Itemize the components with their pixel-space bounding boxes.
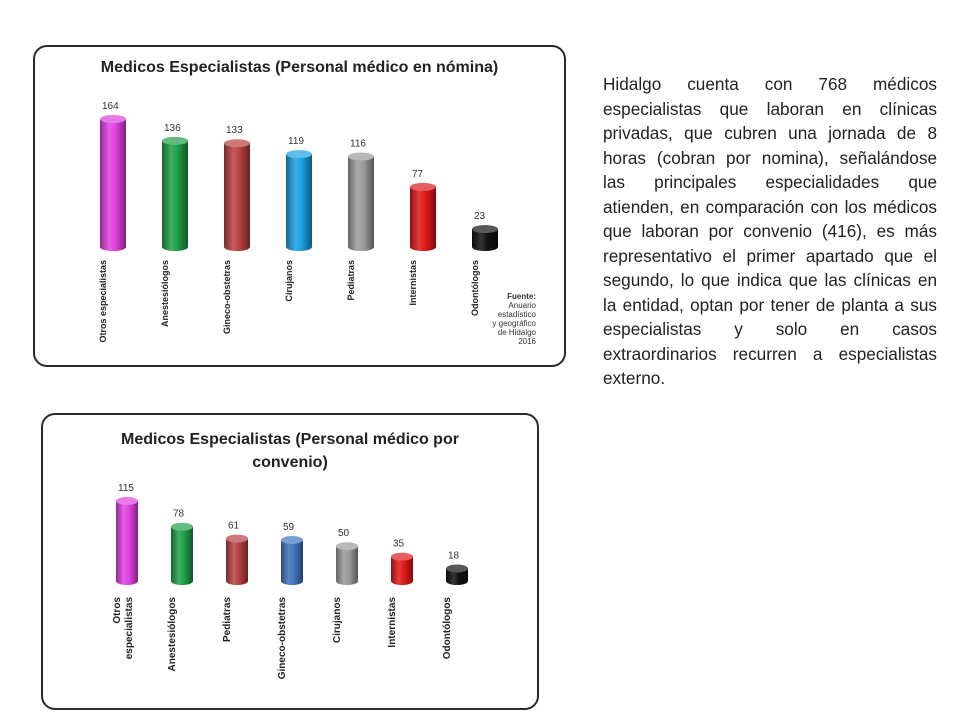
category-label: Gineco-obstetras — [222, 260, 232, 334]
chart-title: Medicos Especialistas (Personal médico e… — [100, 59, 499, 76]
category-label: Internistas — [387, 597, 398, 648]
chart-title: Medicos Especialistas (Personal médico p… — [121, 431, 459, 471]
data-label: 50 — [338, 528, 350, 539]
data-label: 133 — [226, 125, 243, 136]
category-label: Internistas — [408, 260, 418, 306]
source-label: Fuente: — [507, 292, 536, 301]
bar — [336, 542, 358, 585]
source-note: Fuente: Anuario estadístico y geográfico… — [476, 292, 536, 346]
category-label: Anestesiólogos — [167, 597, 178, 672]
data-label: 115 — [118, 483, 134, 494]
bar — [171, 522, 193, 585]
data-label: 59 — [283, 522, 295, 533]
description-paragraph: Hidalgo cuenta con 768 médicos especiali… — [603, 74, 937, 388]
chart-panel-convenio: Medicos Especialistas (Personal médico p… — [41, 413, 539, 710]
category-label: Otrosespecialistas — [112, 597, 135, 660]
bar — [348, 152, 374, 251]
data-label: 78 — [173, 509, 185, 520]
data-label: 136 — [164, 123, 181, 134]
bar — [100, 115, 126, 251]
bar — [410, 182, 436, 251]
data-label: 164 — [102, 101, 119, 112]
data-label: 35 — [393, 539, 405, 550]
source-line: y geográfico — [492, 319, 536, 328]
chart-panel-nomina: Medicos Especialistas (Personal médico e… — [33, 45, 566, 367]
source-line: 2016 — [518, 337, 536, 346]
bar — [391, 552, 413, 585]
bar — [286, 150, 312, 251]
bar — [226, 534, 248, 585]
bar — [162, 136, 188, 251]
data-label: 61 — [228, 521, 240, 532]
bar — [281, 535, 303, 585]
category-label: Pediatras — [346, 260, 356, 301]
category-label: Pediatras — [222, 597, 233, 642]
category-label: Odontólogos — [470, 260, 480, 316]
data-label: 119 — [288, 136, 304, 147]
category-label: Odontólogos — [442, 597, 453, 660]
category-label: Cirujanos — [332, 597, 343, 644]
source-line: de Hidalgo — [497, 328, 536, 337]
source-line: Anuario — [508, 301, 536, 310]
bar-chart-convenio: 115 Otrosespecialistas 78 Anestesiólogos 61 P… — [112, 483, 468, 680]
data-label: 77 — [412, 169, 424, 180]
bar — [472, 225, 498, 251]
bar — [116, 497, 138, 585]
data-label: 23 — [474, 211, 486, 222]
category-label: Gineco-obstetras — [277, 597, 288, 680]
category-label: Anestesiólogos — [160, 260, 170, 327]
bar — [224, 139, 250, 251]
source-line: estadístico — [497, 310, 536, 319]
bar — [446, 564, 468, 585]
bar-chart-nomina: 164 Otros especialistas 136 Anestesiólogos 1… — [98, 101, 498, 343]
category-label: Otros especialistas — [98, 260, 108, 343]
category-label: Cirujanos — [284, 260, 294, 302]
data-label: 116 — [350, 138, 366, 149]
data-label: 18 — [448, 550, 460, 561]
